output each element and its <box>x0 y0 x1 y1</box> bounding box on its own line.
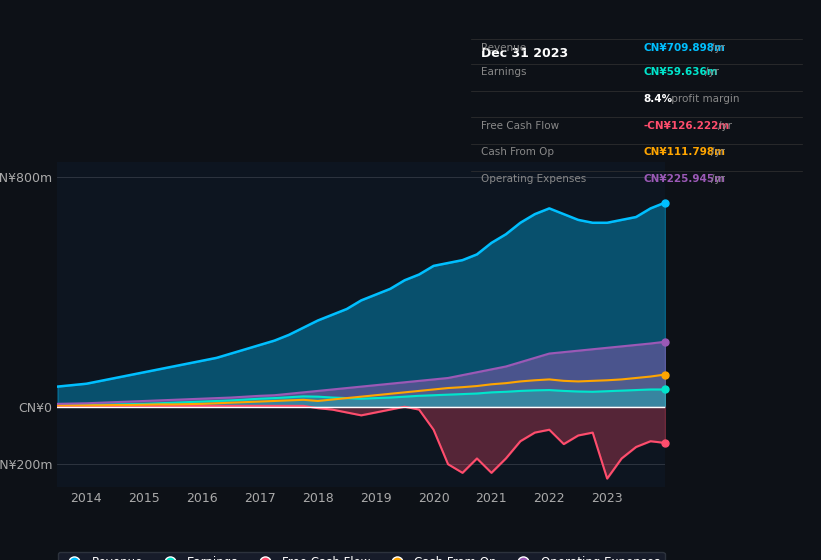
Text: Free Cash Flow: Free Cash Flow <box>481 121 559 130</box>
Text: Revenue: Revenue <box>481 43 526 53</box>
Text: CN¥111.798m: CN¥111.798m <box>643 147 725 157</box>
Text: profit margin: profit margin <box>668 94 740 104</box>
Text: /yr: /yr <box>718 121 732 130</box>
Text: CN¥225.945m: CN¥225.945m <box>643 174 725 184</box>
Legend: Revenue, Earnings, Free Cash Flow, Cash From Op, Operating Expenses: Revenue, Earnings, Free Cash Flow, Cash … <box>58 552 664 560</box>
Text: CN¥709.898m: CN¥709.898m <box>643 43 725 53</box>
Text: Earnings: Earnings <box>481 67 526 77</box>
Text: Cash From Op: Cash From Op <box>481 147 554 157</box>
Text: Dec 31 2023: Dec 31 2023 <box>481 47 568 60</box>
Text: 8.4%: 8.4% <box>643 94 672 104</box>
Text: Operating Expenses: Operating Expenses <box>481 174 586 184</box>
Text: -CN¥126.222m: -CN¥126.222m <box>643 121 729 130</box>
Text: /yr: /yr <box>712 147 726 157</box>
Text: /yr: /yr <box>705 67 719 77</box>
Text: /yr: /yr <box>712 174 726 184</box>
Text: /yr: /yr <box>712 43 726 53</box>
Text: CN¥59.636m: CN¥59.636m <box>643 67 718 77</box>
